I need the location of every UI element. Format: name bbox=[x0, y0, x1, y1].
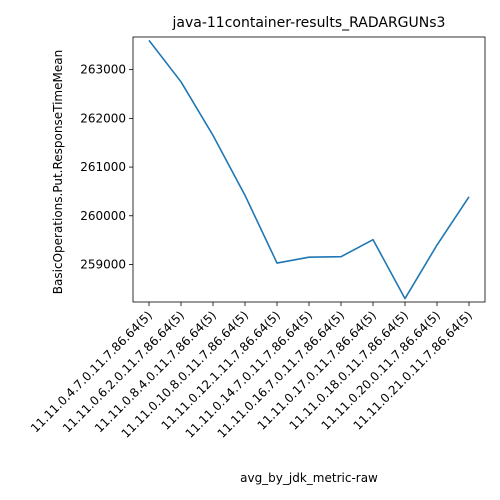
y-axis-title: BasicOperations.Put.ResponseTimeMean bbox=[51, 50, 65, 294]
y-tick-label: 261000 bbox=[80, 160, 126, 174]
x-axis-title: avg_by_jdk_metric-raw bbox=[240, 471, 378, 485]
chart-title: java-11container-results_RADARGUNs3 bbox=[172, 15, 446, 31]
y-tick-label: 262000 bbox=[80, 111, 126, 125]
y-tick-label: 263000 bbox=[80, 63, 126, 77]
y-tick-label: 260000 bbox=[80, 209, 126, 223]
y-tick-label: 259000 bbox=[80, 257, 126, 271]
